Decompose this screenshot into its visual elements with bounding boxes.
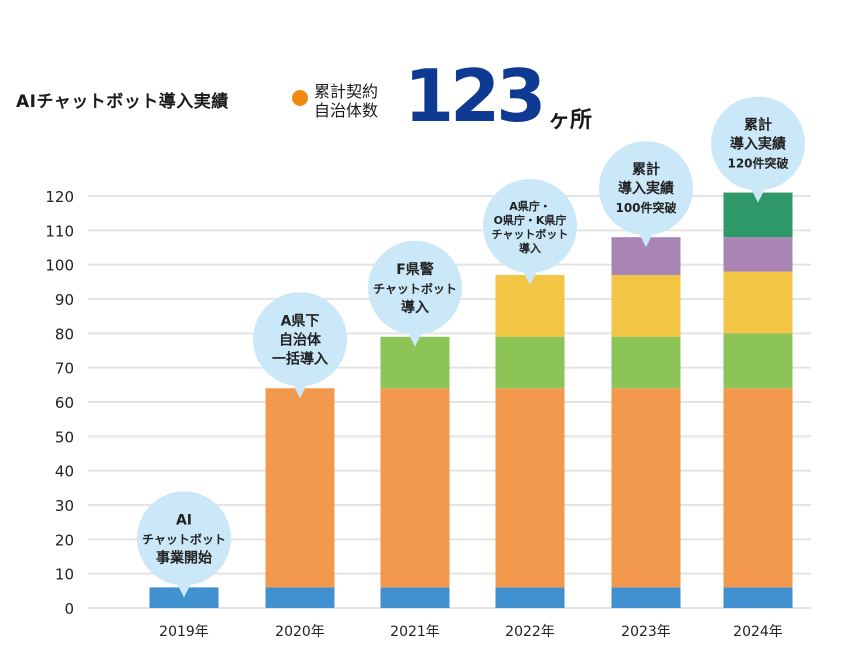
x-tick-label: 2023年 — [621, 624, 671, 640]
count-label: 累計契約 自治体数 — [314, 82, 378, 120]
y-tick-label: 70 — [55, 360, 74, 378]
annotation-text: 一括導入 — [272, 350, 328, 367]
annotation-text: 事業開始 — [156, 549, 212, 566]
y-tick-label: 0 — [64, 600, 74, 618]
annotation-text: AI — [176, 512, 192, 528]
bubble-circle — [368, 240, 462, 335]
bullet-dot-icon — [292, 90, 308, 106]
bar-segment-segment-2 — [265, 388, 335, 588]
bar-segment-segment-1 — [495, 587, 565, 608]
annotation-text: 導入実績 — [618, 180, 674, 197]
annotation-text: A県庁・ — [509, 199, 551, 213]
bubble-pointer — [750, 186, 766, 203]
annotation-text: 累計 — [632, 161, 660, 178]
bar-segment-segment-3 — [723, 333, 793, 389]
y-axis-ticks: 0 10 20 30 40 50 60 70 80 90 100 110 120 — [45, 188, 74, 618]
annotation-text: 累計 — [744, 117, 772, 134]
bubble-pointer — [638, 231, 654, 248]
y-tick-label: 120 — [45, 188, 74, 206]
y-tick-label: 40 — [55, 463, 74, 481]
bubble-pointer — [176, 581, 192, 598]
annotation-text: 導入 — [519, 241, 541, 255]
bubble-circle — [711, 96, 805, 191]
chart-title: AIチャットボット導入実績 — [16, 92, 229, 112]
annotation-text: 100件突破 — [615, 200, 676, 215]
bar-segment-segment-3 — [611, 336, 681, 389]
bar-segment-segment-1 — [149, 587, 219, 608]
annotation-text: 導入実績 — [730, 136, 786, 153]
y-tick-label: 100 — [45, 257, 74, 275]
bar-segment-segment-2 — [495, 388, 565, 588]
y-tick-label: 110 — [45, 222, 74, 240]
annotation-text: チャットボット — [492, 227, 569, 241]
y-tick-label: 50 — [55, 428, 74, 446]
total-count: 123 — [404, 54, 546, 138]
count-label-line1: 累計契約 — [314, 82, 379, 101]
bar-segment-segment-4 — [723, 271, 793, 334]
bubble-pointer — [407, 330, 423, 347]
bar-segment-segment-2 — [723, 388, 793, 588]
x-tick-label: 2020年 — [275, 624, 325, 640]
count-unit: ヶ所 — [548, 108, 593, 133]
annotation-text: チャットボット — [142, 531, 226, 546]
bar-segment-segment-1 — [380, 587, 450, 608]
bar-segment-segment-2 — [380, 388, 450, 588]
bubble-circle — [599, 141, 693, 236]
annotation-text: F県警 — [396, 261, 434, 278]
annotation-text: 導入 — [401, 299, 429, 316]
bubble-circle — [137, 491, 231, 586]
bar-segment-segment-3 — [495, 336, 565, 389]
bars — [149, 192, 793, 608]
annotation-bubbles: AIチャットボット事業開始A県下自治体一括導入F県警チャットボット導入A県庁・O… — [137, 96, 805, 598]
annotation-text: A県下 — [281, 313, 320, 329]
bubble-pointer — [522, 268, 538, 285]
bar-segment-segment-4 — [495, 274, 565, 337]
y-tick-label: 30 — [55, 497, 74, 515]
bar-segment-segment-1 — [265, 587, 335, 608]
count-label-line2: 自治体数 — [314, 101, 379, 120]
y-tick-label: 60 — [55, 394, 74, 412]
annotation-text: O県庁・K県庁 — [494, 213, 567, 227]
bar-segment-segment-1 — [723, 587, 793, 608]
x-tick-label: 2022年 — [505, 624, 555, 640]
y-tick-label: 80 — [55, 325, 74, 343]
chart-header: AIチャットボット導入実績 累計契約 自治体数 123 ヶ所 — [0, 56, 620, 140]
bubble-circle — [253, 292, 347, 387]
bar-segment-segment-2 — [611, 388, 681, 588]
bubble-pointer — [292, 382, 308, 399]
x-axis-ticks: 2019年 2020年 2021年 2022年 2023年 2024年 — [159, 624, 783, 640]
y-tick-label: 10 — [55, 566, 74, 584]
bar-segment-segment-1 — [611, 587, 681, 608]
bar-segment-segment-4 — [611, 274, 681, 337]
annotation-text: 自治体 — [279, 331, 322, 348]
y-tick-label: 90 — [55, 291, 74, 309]
annotation-text: 120件突破 — [727, 156, 788, 171]
x-tick-label: 2024年 — [733, 624, 783, 640]
bubble-circle — [483, 178, 577, 273]
bar-segment-segment-5 — [723, 237, 793, 272]
x-tick-label: 2019年 — [159, 624, 209, 640]
annotation-text: チャットボット — [373, 281, 457, 296]
y-tick-label: 20 — [55, 531, 74, 549]
x-tick-label: 2021年 — [390, 624, 440, 640]
